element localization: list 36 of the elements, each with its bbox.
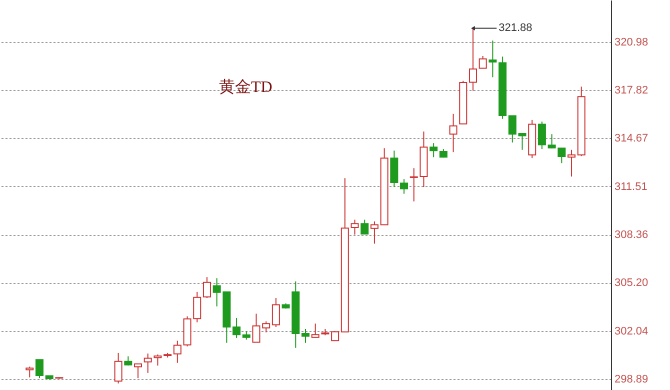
candlestick: [449, 113, 458, 153]
candlestick: [26, 366, 34, 378]
candlestick: [538, 121, 546, 150]
candlestick: [518, 132, 526, 150]
candlestick: [430, 142, 438, 158]
candlestick: [468, 28, 477, 92]
candlestick: [568, 149, 576, 178]
candlestick: [488, 40, 497, 78]
text: 黄金TD: [219, 78, 272, 96]
candlestick: [360, 219, 369, 235]
candlestick: [272, 297, 280, 328]
y-tick-label: 320.98: [614, 36, 648, 48]
y-tick-label: 302.04: [614, 325, 648, 338]
candlestick: [478, 56, 487, 69]
candlestick: [144, 353, 152, 374]
candlestick: [508, 115, 516, 144]
candlestick: [154, 354, 162, 366]
y-tick-label: 308.36: [614, 229, 648, 242]
candlestick: [302, 328, 310, 344]
candlestick: [370, 220, 378, 244]
candlestick: [400, 178, 408, 194]
candlestick: [35, 359, 44, 379]
y-tick-label: 305.20: [614, 277, 648, 290]
annotation: 321.88: [498, 22, 532, 34]
y-tick-label: 314.67: [614, 132, 648, 145]
candlestick: [114, 352, 122, 384]
candlestick: [262, 320, 270, 333]
candlestick: [252, 313, 260, 343]
y-tick-label: 298.89: [614, 374, 648, 386]
candlestick: [350, 219, 359, 236]
candlestick: [202, 276, 211, 298]
candlestick: [134, 363, 142, 379]
y-tick-label: 311.51: [614, 180, 648, 193]
candlestick: [232, 317, 241, 338]
y-tick-label: 317.82: [614, 84, 648, 97]
candlestick: [173, 340, 182, 364]
